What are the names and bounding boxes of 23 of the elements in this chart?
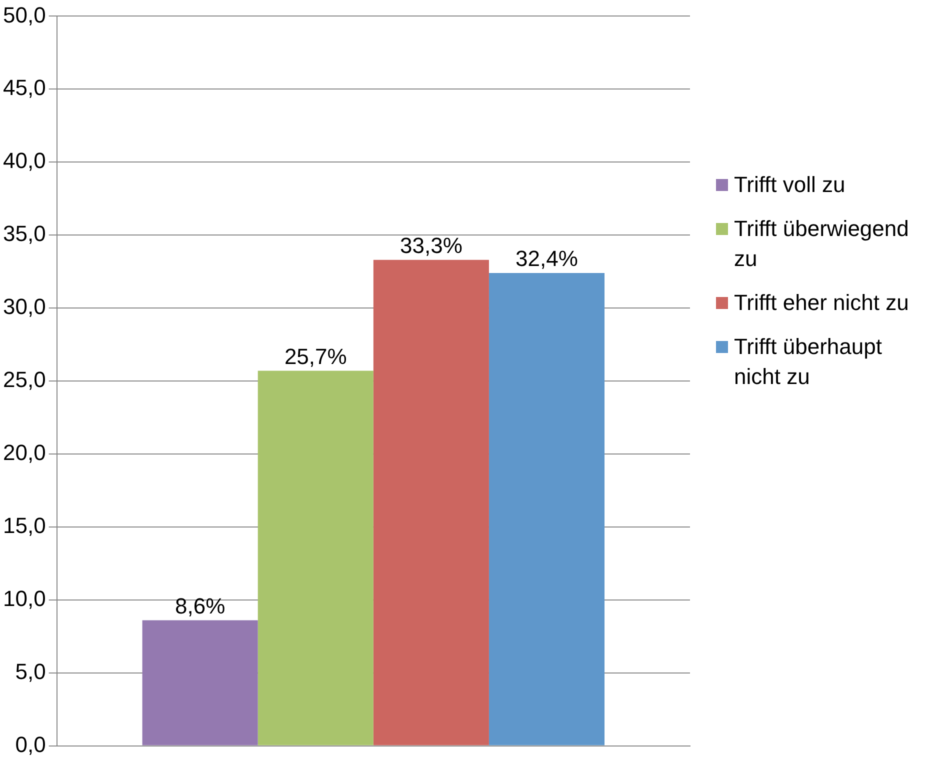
legend-label: Trifft überwiegend zu bbox=[734, 215, 910, 273]
y-tick-label: 10,0 bbox=[2, 586, 46, 611]
y-tick-label: 25,0 bbox=[2, 367, 46, 392]
y-tick-label: 40,0 bbox=[2, 148, 46, 174]
y-tick-label: 0,0 bbox=[15, 732, 46, 757]
y-tick-label: 20,0 bbox=[2, 440, 46, 466]
data-label: 33,3% bbox=[400, 232, 462, 258]
bar bbox=[258, 370, 374, 746]
y-tick-label: 5,0 bbox=[15, 658, 46, 684]
data-label: 25,7% bbox=[284, 344, 347, 369]
data-label: 32,4% bbox=[516, 246, 578, 272]
legend-label: Trifft überhaupt nicht zu bbox=[734, 333, 883, 391]
bar bbox=[142, 620, 258, 746]
data-label: 8,6% bbox=[175, 593, 226, 618]
y-tick-label: 15,0 bbox=[2, 512, 46, 538]
bar bbox=[488, 273, 605, 746]
legend-label: Trifft voll zu bbox=[734, 171, 846, 199]
legend-label: Trifft eher nicht zu bbox=[734, 289, 909, 317]
y-tick-label: 50,0 bbox=[2, 2, 46, 28]
y-tick-label: 35,0 bbox=[2, 221, 46, 246]
y-tick-label: 45,0 bbox=[2, 75, 46, 100]
y-tick-label: 30,0 bbox=[2, 294, 46, 320]
bar bbox=[373, 260, 489, 746]
